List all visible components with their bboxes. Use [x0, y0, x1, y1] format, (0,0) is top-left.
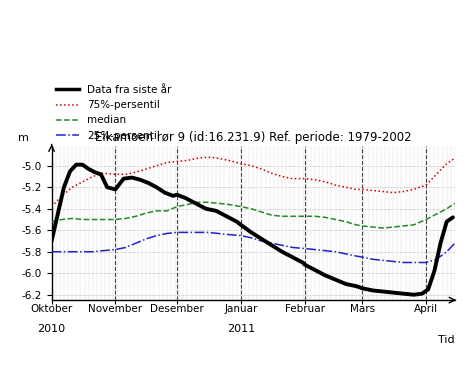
Text: Oktober: Oktober	[30, 305, 73, 314]
Text: Mars: Mars	[350, 305, 375, 314]
Text: Januar: Januar	[224, 305, 257, 314]
Legend: Data fra siste år, 75%-persentil, median, 25%-persentil: Data fra siste år, 75%-persentil, median…	[52, 81, 175, 145]
Text: 2010: 2010	[38, 324, 66, 334]
Text: April: April	[414, 305, 438, 314]
Text: Tid: Tid	[439, 335, 455, 344]
Text: m: m	[18, 133, 29, 143]
Text: Februar: Februar	[285, 305, 325, 314]
Text: November: November	[88, 305, 143, 314]
Text: Desember: Desember	[150, 305, 204, 314]
Text: 2011: 2011	[227, 324, 255, 334]
Title: Eikamoen rør 9 (id:16.231.9) Ref. periode: 1979-2002: Eikamoen rør 9 (id:16.231.9) Ref. period…	[95, 131, 412, 144]
